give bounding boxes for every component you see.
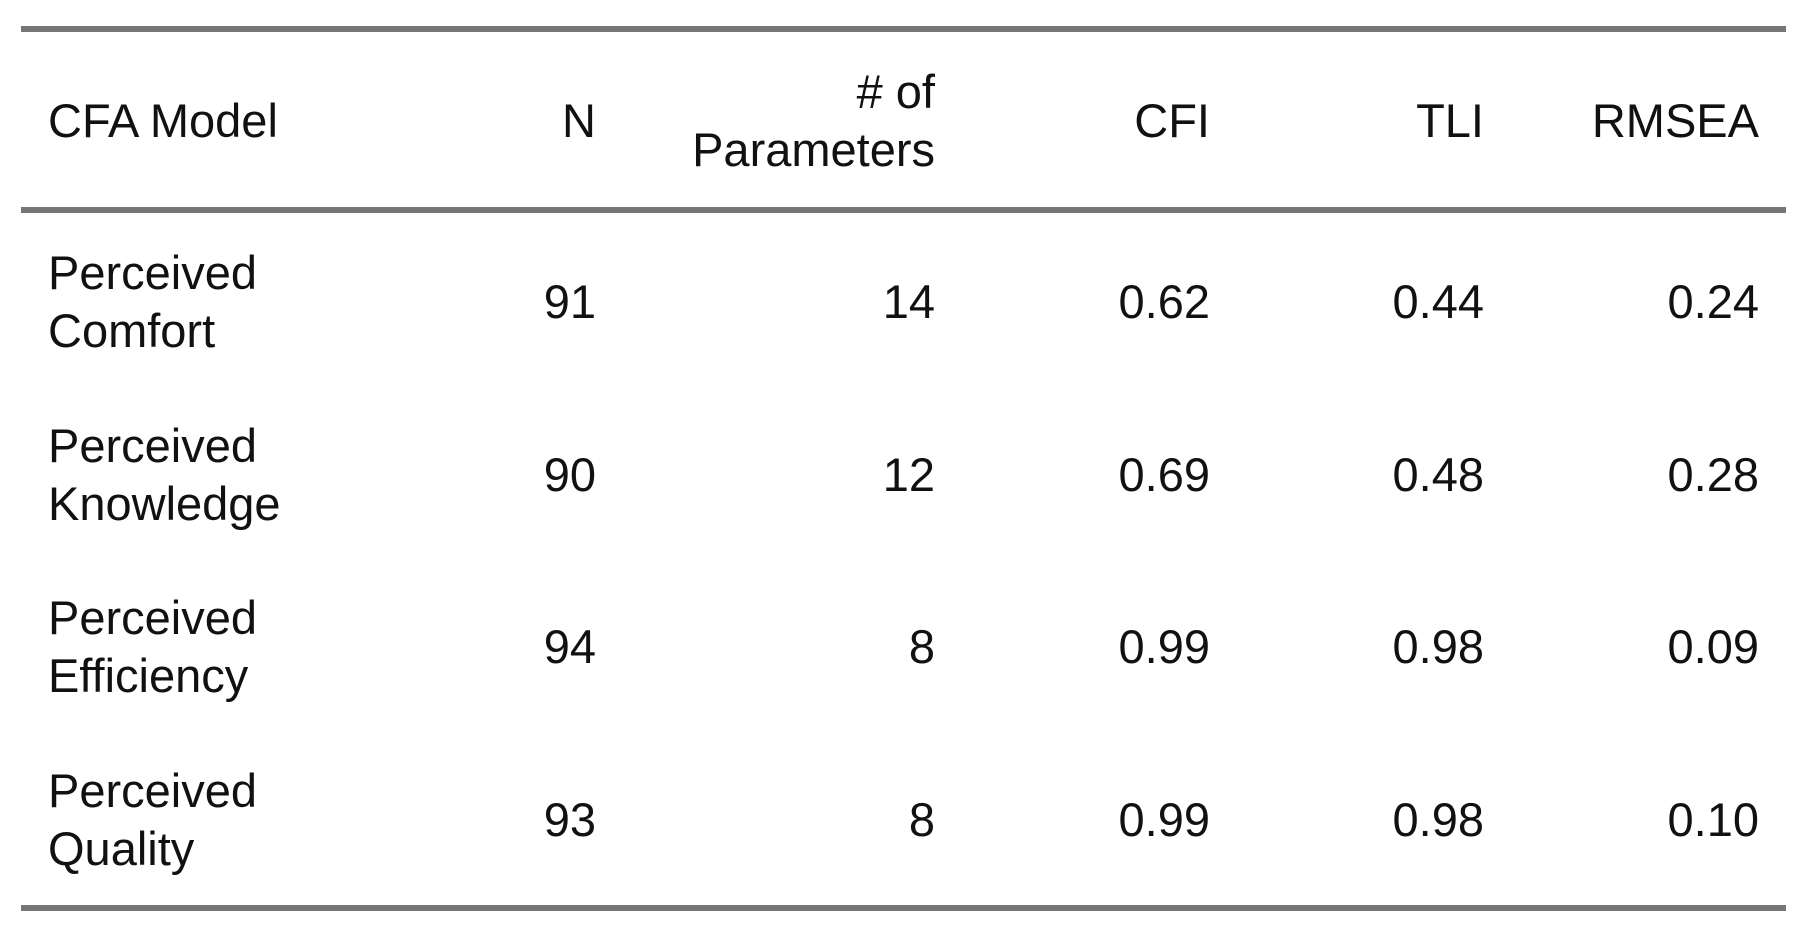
column-header-cell: N xyxy=(446,46,596,196)
table-value-cell: 0.99 xyxy=(1010,745,1210,895)
table-value-cell: 0.09 xyxy=(1529,572,1759,722)
table-value-cell: 0.44 xyxy=(1284,227,1484,377)
table-value-cell: 0.98 xyxy=(1284,745,1484,895)
column-header-cell: TLI xyxy=(1284,46,1484,196)
table-value-cell: 0.69 xyxy=(1010,400,1210,550)
table-value: 14 xyxy=(882,275,935,328)
column-header: TLI xyxy=(1416,94,1484,147)
table-value: 0.10 xyxy=(1667,793,1759,846)
table-value: 8 xyxy=(908,793,935,846)
table-value: 91 xyxy=(543,275,596,328)
table-value: 0.09 xyxy=(1667,620,1759,673)
table-value: 0.98 xyxy=(1392,620,1484,673)
row-label: Perceived Efficiency xyxy=(48,591,257,702)
column-header: N xyxy=(562,94,596,147)
table-value-cell: 0.24 xyxy=(1529,227,1759,377)
table-value: 0.99 xyxy=(1118,793,1210,846)
table-value: 0.99 xyxy=(1118,620,1210,673)
row-label-cell: Perceived Quality xyxy=(48,745,348,895)
table-value-cell: 91 xyxy=(446,227,596,377)
table-value-cell: 0.28 xyxy=(1529,400,1759,550)
row-label: Perceived Knowledge xyxy=(48,419,281,530)
table-value: 90 xyxy=(543,448,596,501)
column-header: RMSEA xyxy=(1591,94,1759,147)
column-header-cell: CFI xyxy=(1010,46,1210,196)
table-value-cell: 14 xyxy=(615,227,935,377)
top-rule xyxy=(21,26,1786,32)
column-header: CFA Model xyxy=(48,94,278,147)
table-value-cell: 90 xyxy=(446,400,596,550)
table-value-cell: 8 xyxy=(615,745,935,895)
table-value-cell: 0.99 xyxy=(1010,572,1210,722)
column-header-cell: RMSEA xyxy=(1529,46,1759,196)
table-value-cell: 94 xyxy=(446,572,596,722)
row-label: Perceived Comfort xyxy=(48,246,257,357)
table-value: 0.24 xyxy=(1667,275,1759,328)
row-label-cell: Perceived Efficiency xyxy=(48,572,348,722)
table-value-cell: 93 xyxy=(446,745,596,895)
table-value: 12 xyxy=(882,448,935,501)
table-value: 0.69 xyxy=(1118,448,1210,501)
table-value-cell: 12 xyxy=(615,400,935,550)
bottom-rule xyxy=(21,905,1786,911)
table-value-cell: 0.62 xyxy=(1010,227,1210,377)
column-header-cell: CFA Model xyxy=(48,46,348,196)
table-value: 0.28 xyxy=(1667,448,1759,501)
table-value: 0.62 xyxy=(1118,275,1210,328)
table-value-cell: 0.48 xyxy=(1284,400,1484,550)
column-header: CFI xyxy=(1134,94,1210,147)
table-value: 0.98 xyxy=(1392,793,1484,846)
table-value-cell: 8 xyxy=(615,572,935,722)
table-value: 94 xyxy=(543,620,596,673)
table-value-cell: 0.98 xyxy=(1284,572,1484,722)
column-header: # of Parameters xyxy=(692,65,935,176)
row-label: Perceived Quality xyxy=(48,764,257,875)
table-value: 0.44 xyxy=(1392,275,1484,328)
row-label-cell: Perceived Knowledge xyxy=(48,400,348,550)
table-value: 93 xyxy=(543,793,596,846)
header-rule xyxy=(21,207,1786,213)
table-value-cell: 0.10 xyxy=(1529,745,1759,895)
row-label-cell: Perceived Comfort xyxy=(48,227,348,377)
column-header-cell: # of Parameters xyxy=(615,46,935,196)
table-value: 8 xyxy=(908,620,935,673)
table-value: 0.48 xyxy=(1392,448,1484,501)
